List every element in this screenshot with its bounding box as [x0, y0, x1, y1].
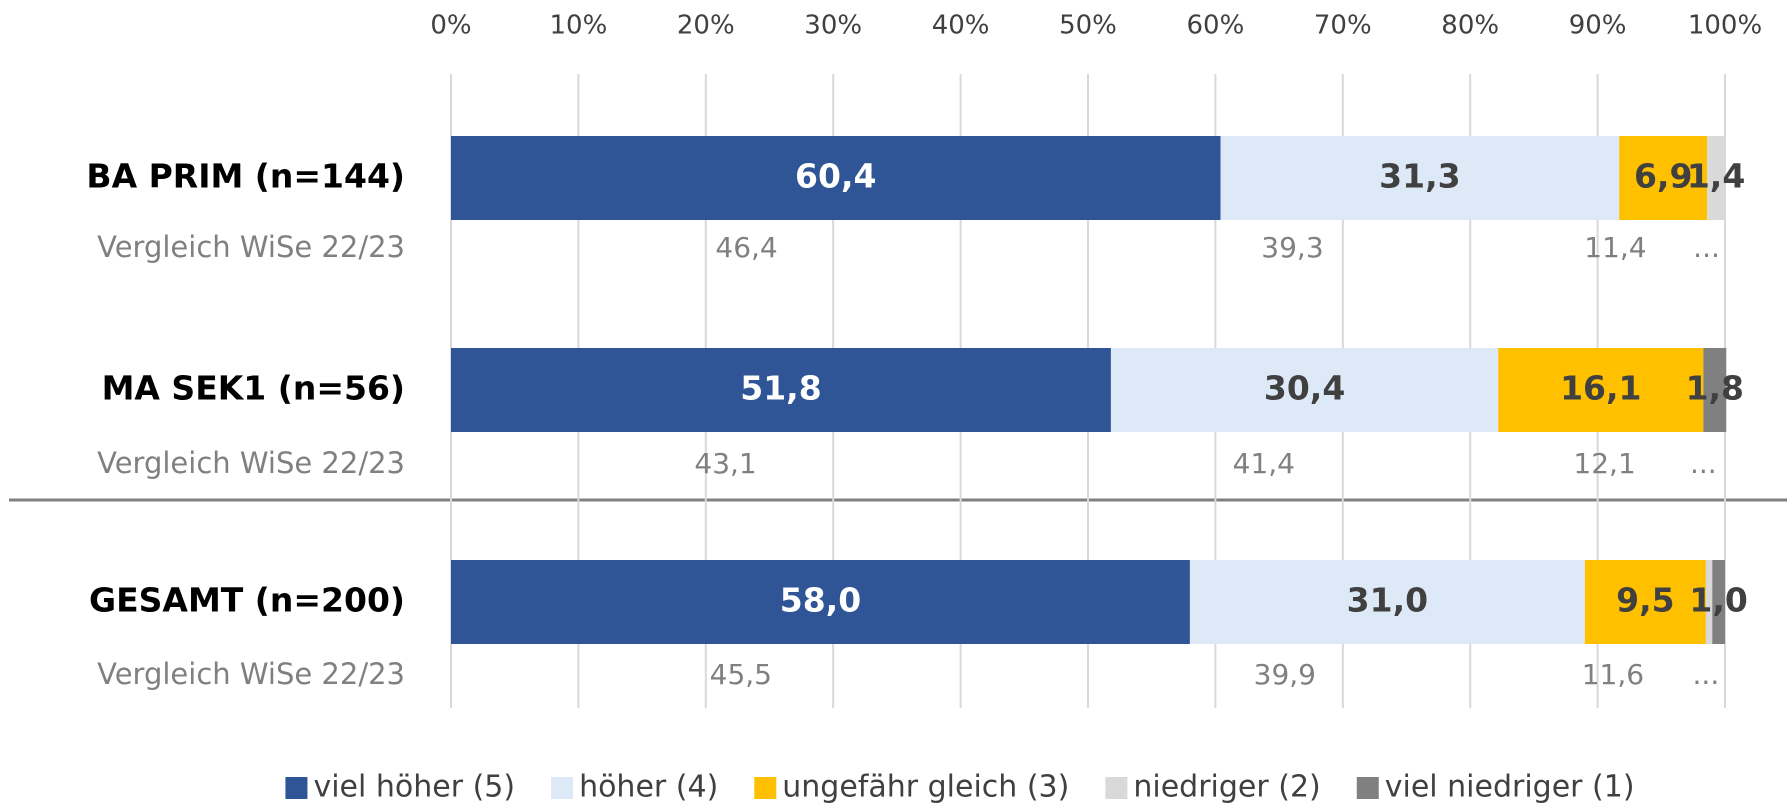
data-label: 16,1	[1560, 369, 1641, 408]
comparison-value: 11,4	[1584, 231, 1646, 264]
category-label: BA PRIM (n=144)	[86, 157, 405, 196]
bar-segment	[451, 560, 1190, 644]
x-tick-label: 20%	[677, 11, 735, 41]
data-label: 60,4	[795, 157, 876, 196]
comparison-value: 45,5	[710, 658, 772, 691]
x-tick-label: 70%	[1314, 11, 1372, 41]
comparison-label: Vergleich WiSe 22/23	[97, 657, 405, 691]
legend-swatch	[551, 777, 574, 799]
x-tick-label: 50%	[1059, 11, 1117, 41]
category-label: GESAMT (n=200)	[89, 581, 405, 620]
bar-segment	[1498, 348, 1704, 432]
legend-label: viel höher (5)	[313, 770, 515, 805]
comparison-value: 11,6	[1582, 658, 1644, 691]
data-label: 58,0	[780, 581, 861, 620]
data-label: 30,4	[1264, 369, 1345, 408]
comparison-value: 12,1	[1573, 447, 1635, 480]
comparison-label: Vergleich WiSe 22/23	[97, 230, 405, 264]
bar-segment	[1110, 348, 1499, 432]
bar-segment	[1707, 136, 1725, 220]
legend-swatch	[1356, 777, 1379, 799]
x-tick-label: 10%	[550, 11, 608, 41]
comparison-value: 41,4	[1233, 447, 1295, 480]
legend-label: ungefähr gleich (3)	[782, 770, 1069, 805]
data-label: 1,8	[1686, 369, 1744, 408]
comparison-value: 46,4	[715, 231, 777, 264]
bar-segment	[1220, 136, 1620, 220]
comparison-value: ...	[1693, 658, 1720, 691]
legend-label: niedriger (2)	[1133, 770, 1320, 805]
data-label: 9,5	[1616, 581, 1674, 620]
comparison-value: 43,1	[694, 447, 756, 480]
legend-swatch	[1105, 777, 1128, 799]
legend-swatch	[754, 777, 777, 799]
x-tick-label: 80%	[1441, 11, 1499, 41]
comparison-label: Vergleich WiSe 22/23	[97, 446, 405, 480]
comparison-value: 39,3	[1261, 231, 1323, 264]
data-label: 1,4	[1687, 157, 1745, 196]
bar-segment	[1705, 560, 1713, 644]
x-tick-label: 100%	[1688, 11, 1762, 41]
comparison-value: ...	[1690, 447, 1717, 480]
comparison-value: ...	[1693, 231, 1720, 264]
comparison-value: 39,9	[1254, 658, 1316, 691]
legend-swatch	[285, 777, 308, 799]
data-label: 51,8	[740, 369, 821, 408]
x-tick-label: 0%	[430, 11, 471, 41]
legend-label: viel niedriger (1)	[1385, 770, 1635, 805]
bar-segment	[1703, 348, 1727, 432]
bar-segment	[1619, 136, 1708, 220]
bar-segment	[1189, 560, 1585, 644]
x-tick-label: 90%	[1569, 11, 1627, 41]
bar-segment	[451, 136, 1221, 220]
data-label: 6,9	[1634, 157, 1692, 196]
x-tick-label: 30%	[804, 11, 862, 41]
category-label: MA SEK1 (n=56)	[102, 369, 405, 408]
bar-segment	[451, 348, 1111, 432]
data-label: 31,0	[1347, 581, 1428, 620]
bar-segment	[1584, 560, 1706, 644]
data-label: 31,3	[1379, 157, 1460, 196]
data-label: 1,0	[1689, 581, 1747, 620]
legend-label: höher (4)	[579, 770, 718, 805]
bar-segment	[1712, 560, 1725, 644]
x-tick-label: 40%	[932, 11, 990, 41]
x-tick-label: 60%	[1187, 11, 1245, 41]
